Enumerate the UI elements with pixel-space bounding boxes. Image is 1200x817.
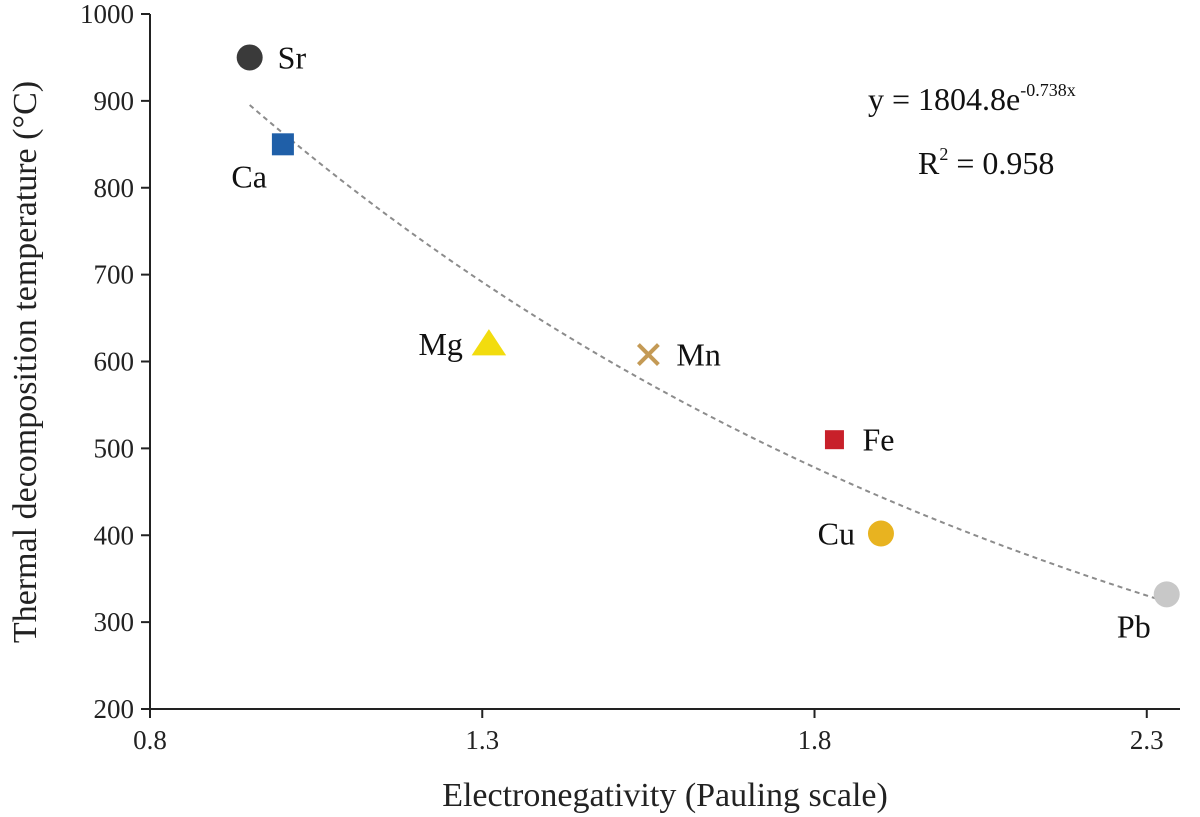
x-tick-label: 0.8: [133, 725, 167, 755]
y-tick-label: 200: [94, 694, 135, 724]
equation-line1-exponent: -0.738x: [1020, 80, 1076, 100]
point-pb-circle-marker: [1153, 581, 1180, 608]
y-tick-label: 1000: [80, 0, 134, 29]
x-tick-label: 2.3: [1130, 725, 1164, 755]
ticks: 200 300 400 500 600 700 800 900 1000 0.8 1.3 1.8 2.3: [80, 0, 1164, 755]
equation-line2-superscript: 2: [939, 144, 948, 164]
y-tick-label: 600: [94, 347, 135, 377]
point-labels: Sr Ca Mg Mn Fe Cu Pb: [231, 39, 1150, 644]
point-mn-label: Mn: [676, 337, 720, 373]
point-cu-circle-marker: [867, 520, 894, 547]
point-mg-label: Mg: [418, 326, 462, 362]
point-fe-square-marker: [824, 430, 844, 450]
y-tick-label: 700: [94, 260, 135, 290]
y-tick-label: 400: [94, 520, 135, 550]
point-ca-label: Ca: [231, 158, 267, 194]
y-axis-title: Thermal decomposition temperature (°C): [7, 81, 44, 643]
point-pb-label: Pb: [1117, 608, 1151, 644]
equation-annotation: y = 1804.8e-0.738x R2 = 0.958: [868, 80, 1076, 181]
x-axis-title: Electronegativity (Pauling scale): [442, 777, 888, 814]
point-fe-label: Fe: [862, 422, 894, 458]
y-tick-label: 900: [94, 86, 135, 116]
point-mn-x-stroke-2: [636, 343, 660, 366]
point-sr-label: Sr: [278, 39, 307, 75]
y-tick-label: 800: [94, 173, 135, 203]
axes: [149, 14, 1180, 710]
point-mn-x-marker: [636, 343, 660, 366]
equation-line2-prefix: R: [918, 145, 940, 181]
point-cu-label: Cu: [818, 516, 855, 552]
x-tick-label: 1.3: [465, 725, 499, 755]
point-sr-circle-marker: [236, 44, 263, 71]
y-tick-label: 500: [94, 433, 135, 463]
point-mg-triangle-marker: [471, 329, 507, 356]
point-ca-square-marker: [271, 133, 294, 156]
svg-text:y = 1804.8e-0.738x: y = 1804.8e-0.738x: [868, 80, 1076, 117]
svg-text:R2 = 0.958: R2 = 0.958: [918, 144, 1054, 181]
y-tick-label: 300: [94, 607, 135, 637]
equation-line1-prefix: y = 1804.8e: [868, 81, 1020, 117]
equation-line2-suffix: = 0.958: [948, 145, 1054, 181]
x-tick-label: 1.8: [798, 725, 832, 755]
data-points: [236, 44, 1180, 608]
